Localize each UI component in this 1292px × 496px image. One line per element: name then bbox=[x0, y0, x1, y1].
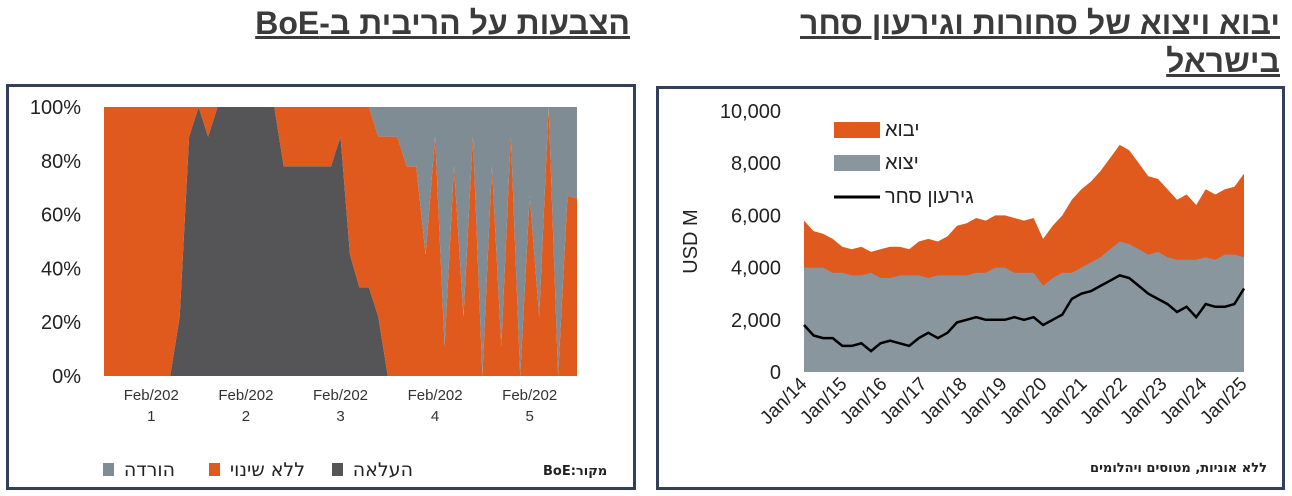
chart-title-right: יבוא ויצוא של סחורות וגירעון סחר בישראל bbox=[800, 5, 1280, 79]
x-tick-label: 4 bbox=[431, 408, 439, 425]
x-tick-label: Feb/202 bbox=[502, 387, 557, 404]
y-tick-label: 6,000 bbox=[731, 205, 781, 227]
y-tick-label: 4,000 bbox=[731, 258, 781, 280]
legend-item-hike: העלאה bbox=[331, 459, 413, 481]
legend-item-cut: הורדה bbox=[102, 459, 175, 481]
legend-label-deficit: גירעון סחר bbox=[885, 186, 974, 208]
x-tick-label: 5 bbox=[526, 408, 534, 425]
y-tick-label: 8,000 bbox=[731, 153, 781, 175]
exports-area bbox=[804, 241, 1244, 372]
legend-label-hold: ללא שינוי bbox=[229, 459, 305, 481]
y-tick-label: 60% bbox=[41, 205, 81, 227]
x-tick-label: Feb/202 bbox=[124, 387, 179, 404]
boe-votes-chart: 0% 20% 40% 60% 80% 100% Feb/202 1 Feb/202 2 Feb/20… bbox=[30, 97, 577, 425]
trade-panel: 0 2,000 4,000 6,000 8,000 10,000 USD M Jan/14 Ja… bbox=[656, 86, 1285, 490]
y-tick-label: 0% bbox=[52, 366, 81, 388]
legend-label-imports: יבוא bbox=[885, 119, 920, 141]
y-tick-label: 10,000 bbox=[720, 101, 781, 123]
y-tick-label: 2,000 bbox=[731, 310, 781, 332]
legend-swatch-hold bbox=[208, 463, 220, 476]
x-tick-label: Feb/202 bbox=[218, 387, 273, 404]
trade-footnote: ללא אוניות, מטוסים ויהלומים bbox=[1090, 461, 1267, 476]
area-series-2 bbox=[104, 107, 577, 376]
area-series-0 bbox=[104, 107, 577, 376]
boe-votes-legend: העלאה ללא שינוי הורדה bbox=[53, 459, 413, 483]
x-tick-label: 2 bbox=[242, 408, 250, 425]
x-tick-label: Feb/202 bbox=[313, 387, 368, 404]
source-label: מקור:BoE bbox=[543, 464, 608, 479]
legend-label-exports: יצוא bbox=[885, 152, 919, 174]
legend-swatch-exports bbox=[834, 155, 880, 171]
boe-votes-panel: 0% 20% 40% 60% 80% 100% Feb/202 1 Feb/202 2 Feb/20… bbox=[6, 84, 636, 490]
deficit-line bbox=[803, 274, 1246, 353]
legend-swatch-cut bbox=[102, 463, 114, 476]
legend-label-hike: העלאה bbox=[352, 459, 413, 481]
legend-swatch-imports bbox=[834, 122, 880, 138]
y-tick-label: 0 bbox=[770, 362, 781, 384]
x-tick-label: Feb/202 bbox=[408, 387, 463, 404]
x-tick-label: 1 bbox=[147, 408, 155, 425]
y-tick-label: 80% bbox=[41, 151, 81, 173]
legend-swatch-hike bbox=[331, 463, 343, 476]
legend-item-hold: ללא שינוי bbox=[208, 459, 305, 481]
y-tick-label: 100% bbox=[30, 97, 81, 119]
chart-title-left: הצבעות על הריבית ב-BoE bbox=[255, 5, 630, 41]
x-tick-label: 3 bbox=[336, 408, 344, 425]
legend-label-cut: הורדה bbox=[123, 459, 175, 481]
area-series-1 bbox=[104, 107, 577, 376]
y-tick-label: 40% bbox=[41, 258, 81, 280]
y-tick-label: 20% bbox=[41, 312, 81, 334]
y-axis-label: USD M bbox=[680, 209, 702, 273]
